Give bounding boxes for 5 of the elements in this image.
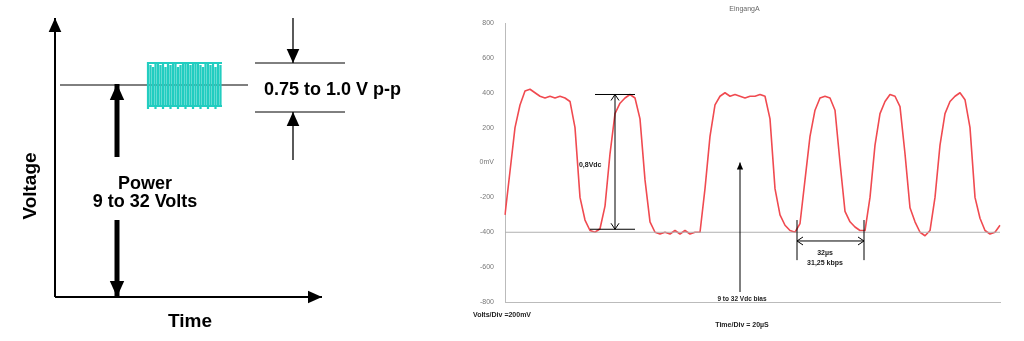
- text: Voltage: [19, 152, 40, 220]
- text: 0.75 to 1.0 V p-p: [264, 79, 402, 99]
- text: 9 to 32 Volts: [92, 191, 198, 211]
- text: Time: [167, 310, 213, 331]
- text: Power: [117, 173, 173, 193]
